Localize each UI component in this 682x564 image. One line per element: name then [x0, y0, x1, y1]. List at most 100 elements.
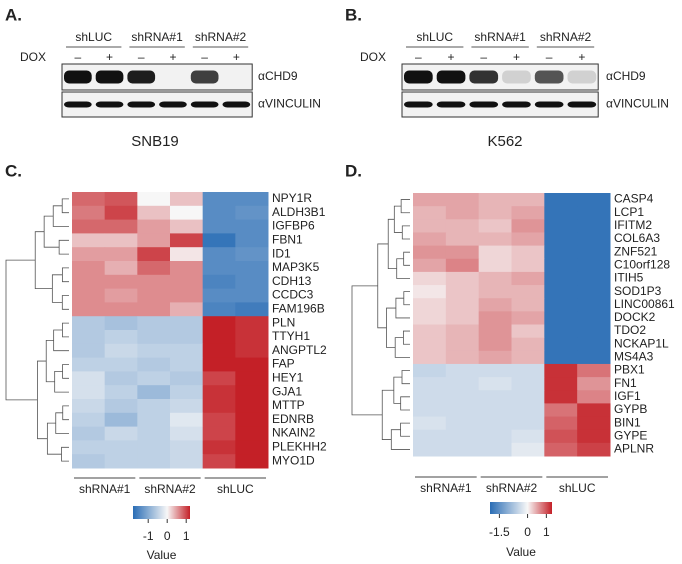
dox-sign: + — [448, 50, 455, 64]
lane-group-label: shRNA#1 — [131, 30, 183, 44]
heatmap-cell — [577, 311, 610, 325]
heatmap-cell — [203, 247, 236, 261]
heatmap-cell — [105, 344, 138, 358]
heatmap-cell — [105, 233, 138, 247]
heatmap-cell — [544, 206, 577, 220]
heatmap-cell — [203, 302, 236, 316]
row-label: NCKAP1L — [614, 336, 669, 350]
heatmap-cell — [446, 206, 479, 220]
dendrogram — [44, 216, 59, 247]
heatmap-cell — [479, 232, 512, 246]
heatmap-cell — [170, 330, 203, 344]
heatmap-cell — [413, 430, 446, 444]
row-label: GYPB — [614, 402, 647, 416]
heatmap-cell — [137, 275, 170, 289]
dox-sign: + — [233, 50, 240, 64]
heatmap-cell — [72, 344, 105, 358]
heatmap-cell — [512, 351, 545, 365]
heatmap-cell — [105, 275, 138, 289]
row-label: GJA1 — [272, 384, 302, 398]
heatmap-cell — [544, 272, 577, 286]
heatmap-cell — [235, 233, 268, 247]
heatmap-cell — [413, 219, 446, 233]
dendrogram — [387, 308, 396, 347]
heatmap-cell — [105, 261, 138, 275]
heatmap-cell — [72, 289, 105, 303]
heatmap-cell — [479, 259, 512, 273]
row-label: EDNRB — [272, 412, 314, 426]
heatmap-cell — [137, 192, 170, 206]
heatmap-cell — [105, 206, 138, 220]
heatmap-cell — [544, 364, 577, 378]
colorbar-tick-label: 1 — [543, 525, 550, 539]
dendrogram — [63, 365, 69, 379]
dendrogram — [62, 296, 69, 310]
dox-sign: – — [75, 50, 82, 64]
heatmap-cell — [170, 399, 203, 413]
heatmap-cell — [413, 351, 446, 365]
heatmap-cell — [512, 417, 545, 431]
heatmap-cell — [203, 427, 236, 441]
heatmap-cell — [137, 440, 170, 454]
heatmap-cell — [413, 193, 446, 207]
heatmap-cell — [577, 272, 610, 286]
heatmap-cell — [544, 325, 577, 339]
heatmap-cell — [137, 316, 170, 330]
heatmap-cell — [512, 259, 545, 273]
row-label: PBX1 — [614, 363, 645, 377]
dendrogram — [59, 240, 69, 254]
heatmap-cell — [203, 289, 236, 303]
heatmap-cell — [72, 220, 105, 234]
heatmap-cell — [235, 275, 268, 289]
heatmap-cell — [544, 219, 577, 233]
heatmap-cell — [446, 430, 479, 444]
row-label: ITIH5 — [614, 271, 644, 285]
treatment-label: DOX — [20, 50, 46, 64]
heatmap-cell — [413, 325, 446, 339]
heatmap-cell — [105, 302, 138, 316]
heatmap-cell — [235, 206, 268, 220]
heatmap-cell — [479, 193, 512, 207]
blot-band — [127, 102, 155, 108]
heatmap-cell — [72, 233, 105, 247]
heatmap-cell — [170, 344, 203, 358]
heatmap-cell — [577, 443, 610, 457]
heatmap-cell — [235, 261, 268, 275]
heatmap-cell — [203, 358, 236, 372]
heatmap-cell — [413, 390, 446, 404]
heatmap-cell — [544, 390, 577, 404]
heatmap-cell — [577, 232, 610, 246]
heatmap-cell — [512, 338, 545, 352]
heatmap-cell — [446, 390, 479, 404]
dendrogram — [401, 200, 410, 213]
dox-sign: – — [201, 50, 208, 64]
heatmap-cell — [512, 232, 545, 246]
blot-band — [535, 71, 564, 84]
dendrogram — [62, 268, 69, 282]
heatmap-cell — [479, 377, 512, 391]
heatmap-cell — [203, 454, 236, 468]
heatmap-cell — [512, 403, 545, 417]
colorbar-title: Value — [506, 545, 536, 559]
colorbar-tick-label: 0 — [524, 525, 531, 539]
heatmap-cell — [479, 390, 512, 404]
heatmap-cell — [446, 246, 479, 260]
heatmap-cell — [137, 206, 170, 220]
heatmap-cell — [72, 371, 105, 385]
group-label: shRNA#1 — [420, 481, 472, 495]
heatmap-cell — [577, 246, 610, 260]
heatmap-cell — [72, 358, 105, 372]
heatmap-cell — [137, 344, 170, 358]
heatmap-cell — [72, 275, 105, 289]
dox-sign: – — [415, 50, 422, 64]
group-label: shRNA#2 — [144, 482, 196, 496]
heatmap-cell — [137, 358, 170, 372]
heatmap-cell — [446, 351, 479, 365]
heatmap-cell — [544, 351, 577, 365]
heatmap-cell — [544, 298, 577, 312]
heatmap-cell — [72, 385, 105, 399]
heatmap-cell — [446, 338, 479, 352]
antibody-label: αCHD9 — [258, 69, 298, 83]
heatmap-cell — [446, 285, 479, 299]
heatmap-cell — [413, 311, 446, 325]
